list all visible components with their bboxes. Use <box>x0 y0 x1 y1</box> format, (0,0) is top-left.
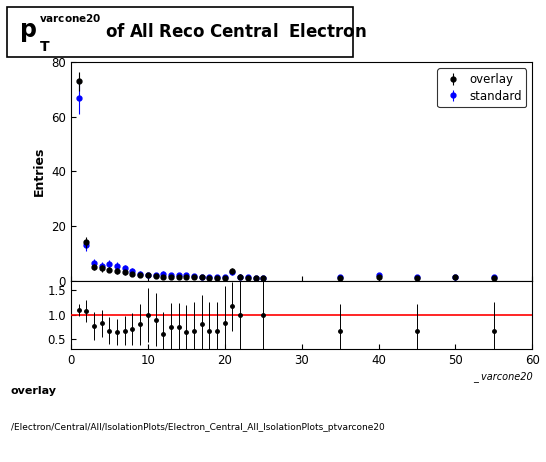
Text: $\mathbf{p}$: $\mathbf{p}$ <box>20 20 37 44</box>
Text: /Electron/Central/All/IsolationPlots/Electron_Central_All_IsolationPlots_ptvarco: /Electron/Central/All/IsolationPlots/Ele… <box>11 423 385 432</box>
Text: overlay: overlay <box>11 386 57 396</box>
Y-axis label: Entries: Entries <box>33 147 46 196</box>
Text: $\mathbf{T}$: $\mathbf{T}$ <box>39 40 50 54</box>
Legend: overlay, standard: overlay, standard <box>437 68 526 107</box>
Text: _ varcone20: _ varcone20 <box>473 371 532 382</box>
Text: $\bf{of\ All\ Reco\ Central\ \ Electron}$: $\bf{of\ All\ Reco\ Central\ \ Electron}… <box>105 23 367 41</box>
Text: $\mathbf{varcone20}$: $\mathbf{varcone20}$ <box>39 12 101 24</box>
